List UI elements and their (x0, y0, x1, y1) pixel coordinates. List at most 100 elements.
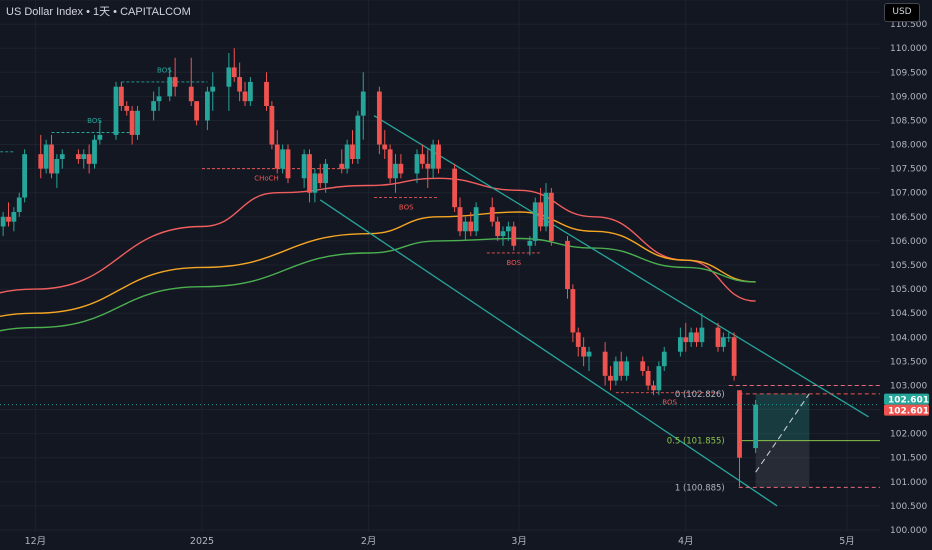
candle-body (75, 154, 81, 159)
candle-body (430, 144, 436, 169)
candle-body (419, 154, 425, 164)
candle-body (312, 173, 318, 193)
time-tick-label: 2025 (190, 536, 214, 547)
price-tick-label: 103.500 (890, 357, 927, 367)
currency-button[interactable]: USD (884, 3, 920, 22)
time-axis[interactable]: 12月 2025 2月 3月 4月 5月 (25, 536, 855, 547)
candle-body (231, 67, 237, 78)
candle-body (376, 91, 382, 145)
price-tick-label: 109.500 (890, 68, 927, 78)
candle-body (489, 207, 495, 222)
price-tick-label: 102.000 (890, 430, 927, 440)
candle-body (645, 371, 651, 386)
structure-label: BOS (157, 66, 172, 74)
candle-body (468, 221, 474, 232)
price-tick-label: 107.000 (890, 189, 927, 199)
candle-body (16, 197, 22, 212)
structure-label: BOS (506, 259, 521, 267)
candle-body (505, 226, 511, 232)
price-tick-label: 108.500 (890, 116, 927, 126)
candle-body (425, 163, 431, 169)
candle-body (694, 332, 699, 343)
candle-body (6, 216, 11, 222)
channel-lines[interactable] (319, 115, 869, 507)
candle-body (188, 86, 194, 102)
price-badge (884, 404, 929, 416)
candle-body (204, 91, 210, 121)
channel-line-1[interactable] (319, 199, 778, 507)
channel-line-0[interactable] (373, 115, 869, 418)
candle-body (113, 86, 119, 135)
position-boxes[interactable] (755, 393, 810, 488)
candle-body (317, 173, 323, 184)
ma-line-0 (0, 177, 756, 302)
candle-body (457, 207, 463, 232)
price-tick-label: 106.000 (890, 237, 927, 247)
candle-body (81, 154, 87, 159)
candle-body (640, 361, 646, 371)
candle-body (22, 154, 28, 198)
candle-body (226, 67, 232, 87)
candle-body (500, 231, 506, 237)
candle-body (608, 375, 613, 381)
time-tick-label: 5月 (839, 536, 855, 547)
candle-body (242, 91, 248, 102)
candle-body (586, 351, 592, 357)
candle-body (124, 106, 130, 111)
candle-body (118, 86, 124, 106)
candle-body (602, 351, 608, 376)
price-tick-label: 109.000 (890, 92, 927, 102)
price-tick-label: 103.000 (890, 381, 927, 391)
time-tick-label: 12月 (25, 536, 47, 547)
price-tick-label: 108.000 (890, 141, 927, 151)
candle-body (38, 154, 44, 169)
candle-body (414, 154, 420, 174)
candle-body (393, 163, 398, 179)
candle-body (548, 192, 554, 241)
candle-body (677, 337, 683, 352)
structure-markers: BOSBOSBOSCHoCHBOSBOSBOS (0, 66, 718, 407)
price-tick-label: 107.500 (890, 165, 927, 175)
candle-body (285, 149, 291, 179)
price-tick-label: 100.500 (890, 502, 927, 512)
fib-retracement[interactable]: 0 (102.826) 0.5 (101.855) 1 (100.885) (667, 384, 880, 493)
candle-body (11, 212, 17, 222)
candle-body (565, 240, 570, 290)
candle-body (575, 332, 581, 347)
candle-body (339, 163, 345, 169)
ma-line-2 (0, 237, 756, 332)
candle-body (194, 101, 200, 121)
candle-body (49, 144, 54, 174)
time-tick-label: 3月 (511, 536, 527, 547)
profit-box[interactable] (755, 393, 810, 441)
candle-body (135, 110, 140, 135)
candle-body (720, 337, 726, 347)
candle-body (715, 327, 721, 347)
candle-body (731, 337, 737, 376)
price-tick-label: 105.000 (890, 285, 927, 295)
fib-level-label: 0 (102.826) (675, 390, 725, 400)
price-tick-label: 105.500 (890, 261, 927, 271)
price-badge-label: 102.601 (888, 395, 929, 405)
candle-body (360, 91, 366, 116)
candle-body (355, 115, 361, 159)
projection-line (755, 393, 810, 473)
candle-body (452, 168, 458, 208)
candle-body (54, 159, 60, 174)
price-tick-label: 101.000 (890, 478, 927, 488)
candle-body (753, 404, 759, 449)
price-tick-label: 106.500 (890, 213, 927, 223)
candle-body (737, 390, 742, 458)
risk-box[interactable] (755, 440, 810, 488)
candle-body (688, 332, 694, 343)
candle-body (172, 77, 178, 87)
price-badge (884, 393, 929, 405)
candle-body (97, 134, 103, 140)
candle-body (398, 163, 404, 174)
candle-body (43, 144, 49, 169)
candle-body (210, 86, 216, 92)
candle-body (532, 202, 538, 241)
